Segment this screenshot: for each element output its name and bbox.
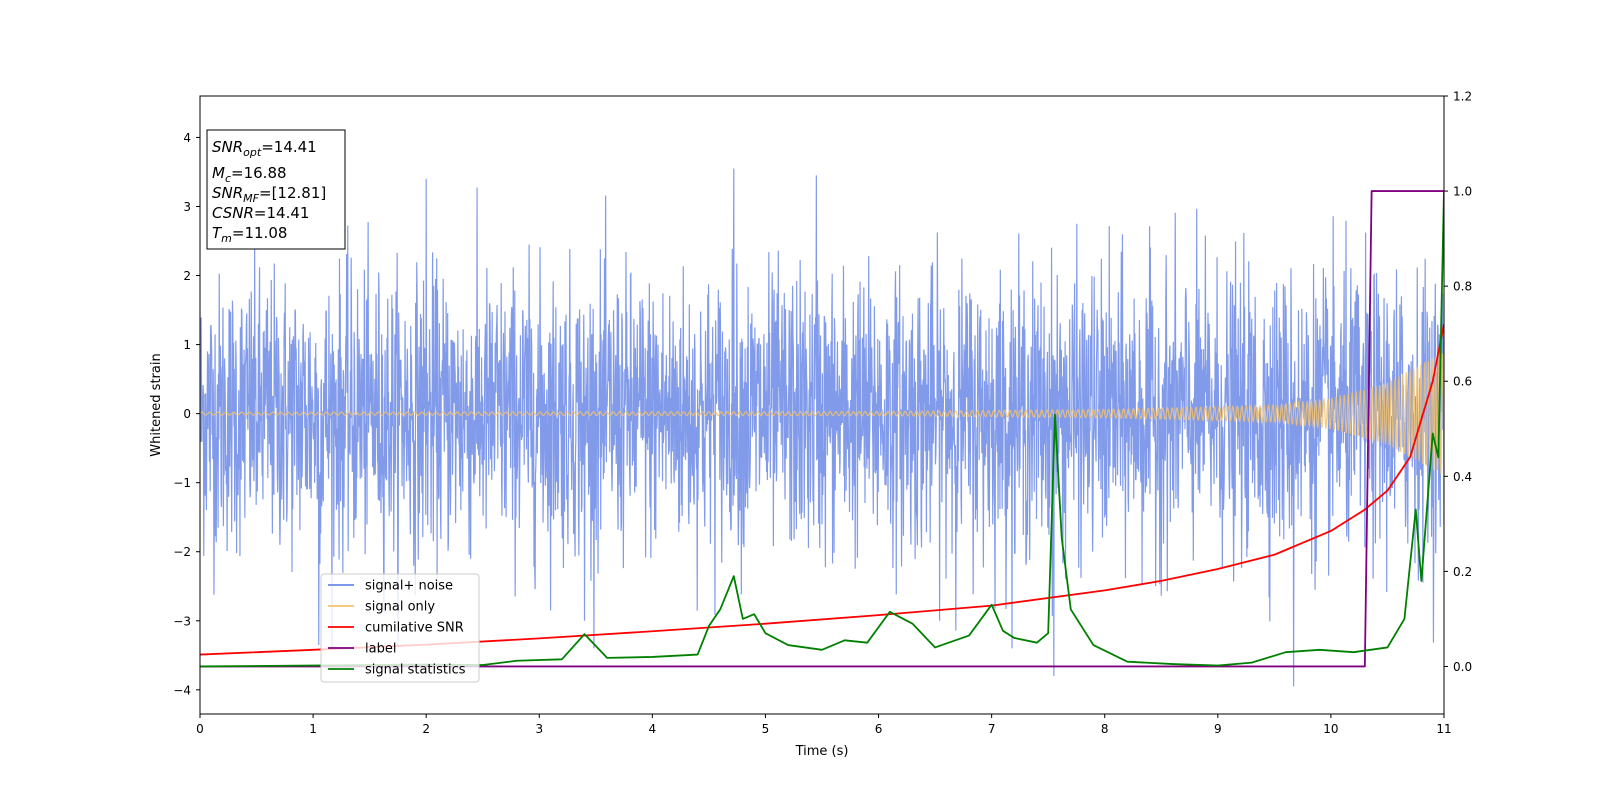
x-tick-label: 5: [762, 722, 770, 736]
series-cumilative-snr: [200, 324, 1444, 656]
plot-area: [200, 168, 1444, 687]
x-axis: 0 1 2 3 4 5 6 7 8 9 10 11: [196, 714, 1452, 736]
x-tick-label: 1: [309, 722, 317, 736]
y-left-tick-label: 1: [183, 338, 191, 352]
y-right-tick-label: 0.2: [1453, 565, 1472, 579]
plot-frame: [199, 95, 1445, 715]
x-tick-label: 10: [1323, 722, 1338, 736]
series-label: [200, 190, 1444, 668]
y-left-tick-label: 3: [183, 200, 191, 214]
series-signal-only: [200, 353, 1444, 475]
y-right-tick-label: 1.0: [1453, 185, 1472, 199]
legend: signal+ noise signal only cumilative SNR la…: [320, 573, 480, 683]
y-axis-left: −4 −3 −2 −1 0 1 2 3 4: [173, 131, 200, 697]
y-right-tick-label: 0.4: [1453, 470, 1472, 484]
y-right-tick-label: 1.2: [1453, 90, 1472, 104]
y-left-tick-label: 4: [183, 131, 191, 145]
y-right-tick-label: 0.0: [1453, 660, 1472, 674]
annotation-line: Tm=11.08: [212, 224, 287, 245]
x-tick-label: 2: [422, 722, 430, 736]
x-tick-label: 8: [1101, 722, 1109, 736]
x-tick-label: 3: [535, 722, 543, 736]
y-axis-right: 0.0 0.2 0.4 0.6 0.8 1.0 1.2: [1444, 90, 1472, 674]
annotation-line: CSNR=14.41: [212, 204, 309, 222]
x-tick-label: 6: [875, 722, 883, 736]
y-left-tick-label: −2: [173, 545, 191, 559]
legend-label-cumilative-snr: cumilative SNR: [365, 621, 464, 636]
annotation-line: Mc=16.88: [212, 164, 287, 185]
y-left-tick-label: −3: [173, 614, 191, 628]
legend-label-signal-only: signal only: [365, 600, 435, 615]
legend-label-signal-statistics: signal statistics: [365, 663, 466, 678]
y-left-tick-label: 0: [183, 407, 191, 421]
x-tick-label: 0: [196, 722, 204, 736]
x-tick-label: 4: [649, 722, 657, 736]
annotation-line: SNRMF=[12.81]: [212, 184, 326, 205]
y-left-tick-label: −4: [173, 683, 191, 697]
legend-label-signal-noise: signal+ noise: [365, 579, 453, 594]
series-signal-statistics: [200, 191, 1444, 668]
legend-label-label: label: [365, 642, 396, 657]
y-left-tick-label: 2: [183, 269, 191, 283]
y-left-tick-label: −1: [173, 476, 191, 490]
stats-annotation-box: SNRopt=14.41 Mc=16.88SNRMF=[12.81]CSNR=14…: [206, 129, 346, 250]
legend-frame: [320, 573, 480, 683]
y-right-tick-label: 0.8: [1453, 280, 1472, 294]
series-signal-noise: [200, 168, 1444, 687]
annotation-frame: [206, 129, 346, 250]
x-tick-label: 9: [1214, 722, 1222, 736]
x-tick-label: 11: [1436, 722, 1451, 736]
x-tick-label: 7: [988, 722, 996, 736]
y-axis-label: Whitened strain: [149, 353, 164, 456]
x-axis-label: Time (s): [795, 744, 849, 759]
annotation-line: SNRopt=14.41: [212, 138, 317, 159]
y-right-tick-label: 0.6: [1453, 375, 1472, 389]
